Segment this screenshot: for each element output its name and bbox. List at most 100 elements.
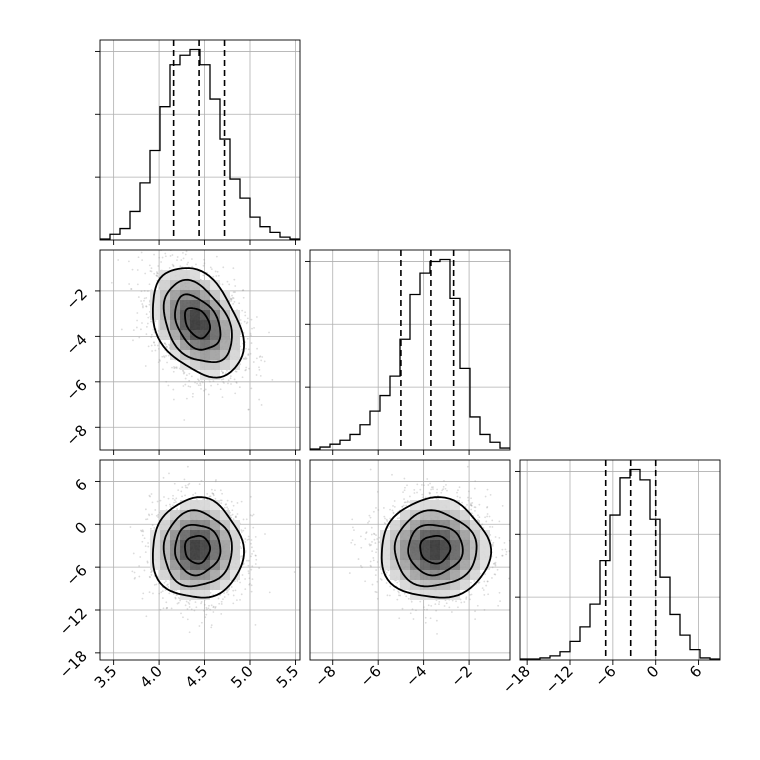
sample-point (200, 602, 202, 605)
sample-point (247, 354, 250, 356)
sample-point (240, 547, 243, 550)
sample-point (200, 479, 203, 482)
sample-point (259, 374, 262, 377)
sample-point (167, 583, 169, 586)
sample-point (182, 370, 185, 373)
sample-point (171, 366, 173, 369)
sample-point (172, 494, 174, 497)
sample-point (210, 626, 213, 629)
sample-point (459, 598, 462, 601)
contour-level-2 (162, 509, 233, 588)
sample-point (247, 353, 250, 356)
sample-point (239, 581, 241, 584)
density-cell (200, 500, 210, 510)
sample-point (155, 274, 158, 277)
sample-point (208, 495, 211, 498)
sample-point (151, 513, 153, 516)
sample-point (182, 251, 184, 254)
sample-point (244, 369, 247, 372)
sample-point (244, 538, 247, 540)
sample-point (261, 356, 264, 358)
sample-point (157, 516, 159, 518)
density-cell (210, 350, 220, 360)
sample-point (162, 355, 165, 357)
sample-point (152, 328, 155, 331)
sample-point (230, 516, 233, 519)
sample-point (389, 585, 392, 588)
sample-point (146, 518, 149, 521)
sample-point (153, 272, 156, 275)
sample-point (144, 508, 147, 511)
sample-point (398, 591, 400, 594)
sample-point (470, 497, 472, 500)
sample-point (186, 618, 189, 621)
sample-point (246, 337, 249, 340)
sample-point (187, 483, 190, 486)
sample-point (162, 607, 165, 610)
sample-point (223, 592, 226, 595)
sample-point (247, 535, 250, 538)
sample-point (232, 297, 235, 300)
sample-point (254, 554, 257, 557)
sample-point (147, 316, 150, 319)
sample-point (133, 577, 136, 580)
sample-point (234, 285, 237, 287)
sample-point (129, 526, 132, 528)
density-cell (230, 340, 240, 350)
sample-point (176, 259, 178, 262)
sample-point (403, 477, 406, 480)
density-cell (180, 280, 190, 290)
sample-point (422, 606, 425, 609)
sample-point (150, 527, 152, 530)
density-cell (210, 330, 220, 340)
sample-point (176, 507, 179, 510)
sample-point (244, 588, 247, 591)
density-cell (230, 330, 240, 340)
density-cell (180, 530, 190, 540)
sample-point (143, 289, 146, 292)
sample-point (143, 569, 146, 572)
sample-point (258, 368, 261, 371)
sample-point (148, 264, 151, 267)
sample-point (120, 328, 123, 331)
sample-point (250, 555, 252, 558)
sample-point (426, 478, 429, 480)
sample-point (244, 314, 247, 317)
sample-point (232, 518, 235, 521)
sample-point (141, 534, 144, 537)
sample-point (251, 578, 254, 580)
sample-point (174, 596, 177, 599)
sample-point (443, 480, 445, 482)
density-cell (170, 580, 180, 590)
density-cell (190, 540, 200, 550)
sample-point (215, 275, 218, 277)
sample-point (249, 514, 252, 517)
sample-point (214, 607, 217, 609)
sample-point (168, 472, 170, 475)
sample-point (162, 476, 165, 479)
sample-point (455, 600, 457, 603)
density-cell (210, 290, 220, 300)
sample-point (245, 366, 248, 369)
sample-point (490, 539, 492, 542)
sample-point (175, 367, 178, 370)
sample-point (172, 265, 175, 268)
density-cell (170, 330, 180, 340)
density-cell (190, 350, 200, 360)
sample-point (155, 274, 158, 277)
sample-point (242, 518, 245, 521)
sample-point (173, 482, 176, 485)
density-cell (210, 520, 220, 530)
sample-point (140, 529, 142, 532)
sample-point (208, 604, 210, 607)
sample-point (199, 382, 202, 385)
sample-point (154, 349, 157, 352)
sample-point (140, 300, 143, 302)
sample-point (164, 255, 167, 258)
sample-point (234, 370, 237, 373)
sample-point (230, 297, 233, 300)
sample-point (139, 556, 142, 558)
sample-point (153, 341, 155, 344)
sample-point (435, 609, 438, 612)
density-cell (230, 540, 240, 550)
